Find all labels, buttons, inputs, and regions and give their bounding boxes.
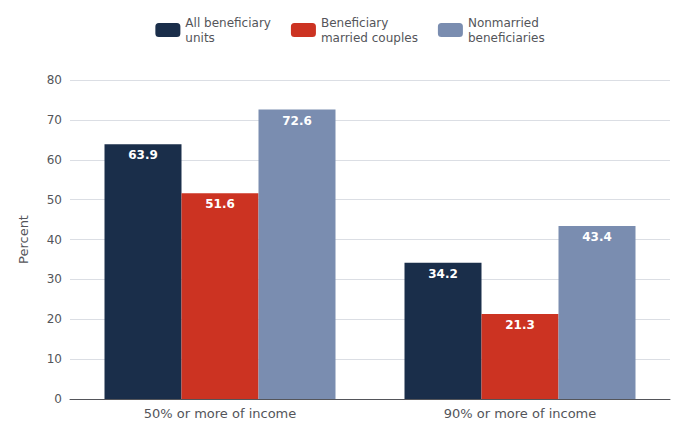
svg-text:Percent: Percent (16, 215, 31, 264)
svg-text:20: 20 (47, 312, 62, 326)
svg-text:10: 10 (47, 352, 62, 366)
svg-text:0: 0 (54, 392, 62, 406)
svg-text:63.9: 63.9 (128, 148, 158, 162)
svg-text:30: 30 (47, 272, 62, 286)
svg-text:beneficiaries: beneficiaries (468, 31, 545, 45)
svg-text:51.6: 51.6 (205, 197, 235, 211)
svg-text:units: units (185, 31, 215, 45)
svg-text:34.2: 34.2 (428, 267, 458, 281)
svg-text:married couples: married couples (321, 31, 418, 45)
svg-text:70: 70 (47, 113, 62, 127)
svg-text:72.6: 72.6 (282, 114, 312, 128)
svg-text:43.4: 43.4 (582, 230, 612, 244)
svg-text:80: 80 (47, 73, 62, 87)
svg-text:60: 60 (47, 153, 62, 167)
svg-text:21.3: 21.3 (505, 318, 535, 332)
svg-text:50: 50 (47, 193, 62, 207)
svg-text:Nonmarried: Nonmarried (468, 16, 539, 30)
svg-text:90% or more of income: 90% or more of income (444, 406, 597, 421)
svg-text:All beneficiary: All beneficiary (185, 16, 271, 30)
svg-text:Beneficiary: Beneficiary (321, 16, 388, 30)
svg-text:40: 40 (47, 233, 62, 247)
svg-text:50% or more of income: 50% or more of income (144, 406, 297, 421)
